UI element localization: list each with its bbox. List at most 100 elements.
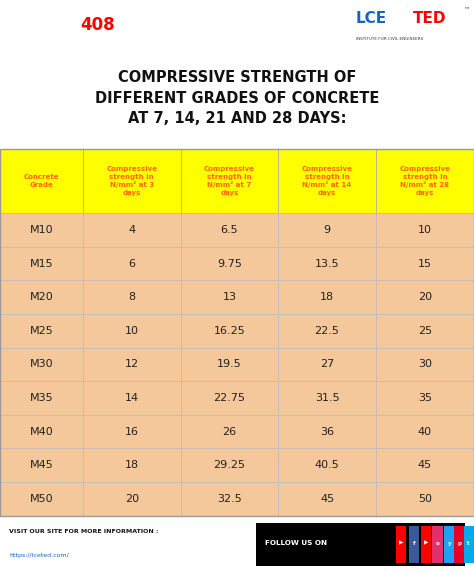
Text: 19.5: 19.5 xyxy=(217,359,242,370)
Text: 18: 18 xyxy=(320,292,334,302)
FancyBboxPatch shape xyxy=(181,149,278,213)
FancyBboxPatch shape xyxy=(83,149,181,213)
Text: Compressive
strength in
N/mm² at 28
days: Compressive strength in N/mm² at 28 days xyxy=(400,166,450,196)
Text: M50: M50 xyxy=(30,494,53,504)
Text: 16.25: 16.25 xyxy=(214,326,245,336)
FancyBboxPatch shape xyxy=(83,247,181,280)
Text: 4: 4 xyxy=(128,225,136,235)
Text: 9: 9 xyxy=(323,225,331,235)
FancyBboxPatch shape xyxy=(376,381,474,415)
FancyBboxPatch shape xyxy=(181,415,278,449)
FancyBboxPatch shape xyxy=(376,415,474,449)
FancyBboxPatch shape xyxy=(278,482,376,516)
FancyBboxPatch shape xyxy=(376,348,474,381)
Text: p: p xyxy=(457,541,461,545)
Text: https://lceted.com/: https://lceted.com/ xyxy=(9,554,69,558)
FancyBboxPatch shape xyxy=(256,523,465,566)
Text: ▶: ▶ xyxy=(424,541,428,545)
FancyBboxPatch shape xyxy=(376,449,474,482)
Text: 27: 27 xyxy=(320,359,334,370)
FancyBboxPatch shape xyxy=(396,526,406,563)
FancyBboxPatch shape xyxy=(432,526,443,563)
FancyBboxPatch shape xyxy=(0,449,83,482)
Text: LCE: LCE xyxy=(356,10,387,26)
Text: 12: 12 xyxy=(125,359,139,370)
Text: 32.5: 32.5 xyxy=(217,494,242,504)
Text: 14: 14 xyxy=(125,393,139,403)
Text: TIPS: TIPS xyxy=(14,15,56,34)
Text: ™: ™ xyxy=(464,8,470,13)
Text: 408: 408 xyxy=(81,15,115,34)
FancyBboxPatch shape xyxy=(0,149,83,213)
Text: Compressive
strength in
N/mm² at 14
days: Compressive strength in N/mm² at 14 days xyxy=(301,166,353,196)
FancyBboxPatch shape xyxy=(0,482,83,516)
Text: 35: 35 xyxy=(418,393,432,403)
Text: 31.5: 31.5 xyxy=(315,393,339,403)
Text: M45: M45 xyxy=(29,460,54,470)
Text: VISIT OUR SITE FOR MORE INFORMATION :: VISIT OUR SITE FOR MORE INFORMATION : xyxy=(9,529,159,534)
FancyBboxPatch shape xyxy=(278,381,376,415)
Text: 20: 20 xyxy=(418,292,432,302)
Text: 45: 45 xyxy=(320,494,334,504)
Text: f: f xyxy=(412,541,415,545)
FancyBboxPatch shape xyxy=(0,348,83,381)
FancyBboxPatch shape xyxy=(454,526,465,563)
Text: M20: M20 xyxy=(29,292,54,302)
Text: M30: M30 xyxy=(30,359,53,370)
Text: 18: 18 xyxy=(125,460,139,470)
FancyBboxPatch shape xyxy=(0,415,83,449)
FancyBboxPatch shape xyxy=(83,314,181,348)
Text: Compressive
strength in
N/mm² at 7
days: Compressive strength in N/mm² at 7 days xyxy=(204,166,255,196)
Text: 29.25: 29.25 xyxy=(213,460,246,470)
FancyBboxPatch shape xyxy=(83,348,181,381)
Text: 8: 8 xyxy=(128,292,136,302)
FancyBboxPatch shape xyxy=(83,482,181,516)
FancyBboxPatch shape xyxy=(83,213,181,247)
Text: 25: 25 xyxy=(418,326,432,336)
FancyBboxPatch shape xyxy=(181,280,278,314)
FancyBboxPatch shape xyxy=(444,526,455,563)
FancyBboxPatch shape xyxy=(278,348,376,381)
FancyBboxPatch shape xyxy=(83,415,181,449)
FancyBboxPatch shape xyxy=(181,314,278,348)
FancyBboxPatch shape xyxy=(376,247,474,280)
FancyBboxPatch shape xyxy=(376,314,474,348)
FancyBboxPatch shape xyxy=(376,149,474,213)
Text: M15: M15 xyxy=(30,258,53,269)
Text: M10: M10 xyxy=(30,225,53,235)
FancyBboxPatch shape xyxy=(181,247,278,280)
FancyBboxPatch shape xyxy=(421,526,431,563)
FancyBboxPatch shape xyxy=(181,381,278,415)
Text: INSTITUTE FOR CIVIL ENGINEERS: INSTITUTE FOR CIVIL ENGINEERS xyxy=(356,37,423,41)
FancyBboxPatch shape xyxy=(0,280,83,314)
FancyBboxPatch shape xyxy=(181,213,278,247)
FancyBboxPatch shape xyxy=(83,449,181,482)
Text: 36: 36 xyxy=(320,427,334,437)
FancyBboxPatch shape xyxy=(409,526,419,563)
Text: 50: 50 xyxy=(418,494,432,504)
Text: 10: 10 xyxy=(418,225,432,235)
Text: 13.5: 13.5 xyxy=(315,258,339,269)
FancyBboxPatch shape xyxy=(0,381,83,415)
Text: 15: 15 xyxy=(418,258,432,269)
Text: 26: 26 xyxy=(222,427,237,437)
Text: Compressive
strength in
N/mm² at 3
days: Compressive strength in N/mm² at 3 days xyxy=(106,166,157,196)
FancyBboxPatch shape xyxy=(278,213,376,247)
FancyBboxPatch shape xyxy=(0,247,83,280)
Text: 9.75: 9.75 xyxy=(217,258,242,269)
Text: TED: TED xyxy=(413,10,447,26)
FancyBboxPatch shape xyxy=(0,213,83,247)
Text: ▶: ▶ xyxy=(399,541,403,545)
FancyBboxPatch shape xyxy=(341,2,469,49)
FancyBboxPatch shape xyxy=(278,247,376,280)
Text: 45: 45 xyxy=(418,460,432,470)
Text: 40.5: 40.5 xyxy=(315,460,339,470)
FancyBboxPatch shape xyxy=(278,449,376,482)
Text: 40: 40 xyxy=(418,427,432,437)
Text: 20: 20 xyxy=(125,494,139,504)
Text: o: o xyxy=(436,541,439,545)
Text: 13: 13 xyxy=(222,292,237,302)
FancyBboxPatch shape xyxy=(83,381,181,415)
FancyBboxPatch shape xyxy=(278,280,376,314)
Text: 16: 16 xyxy=(125,427,139,437)
